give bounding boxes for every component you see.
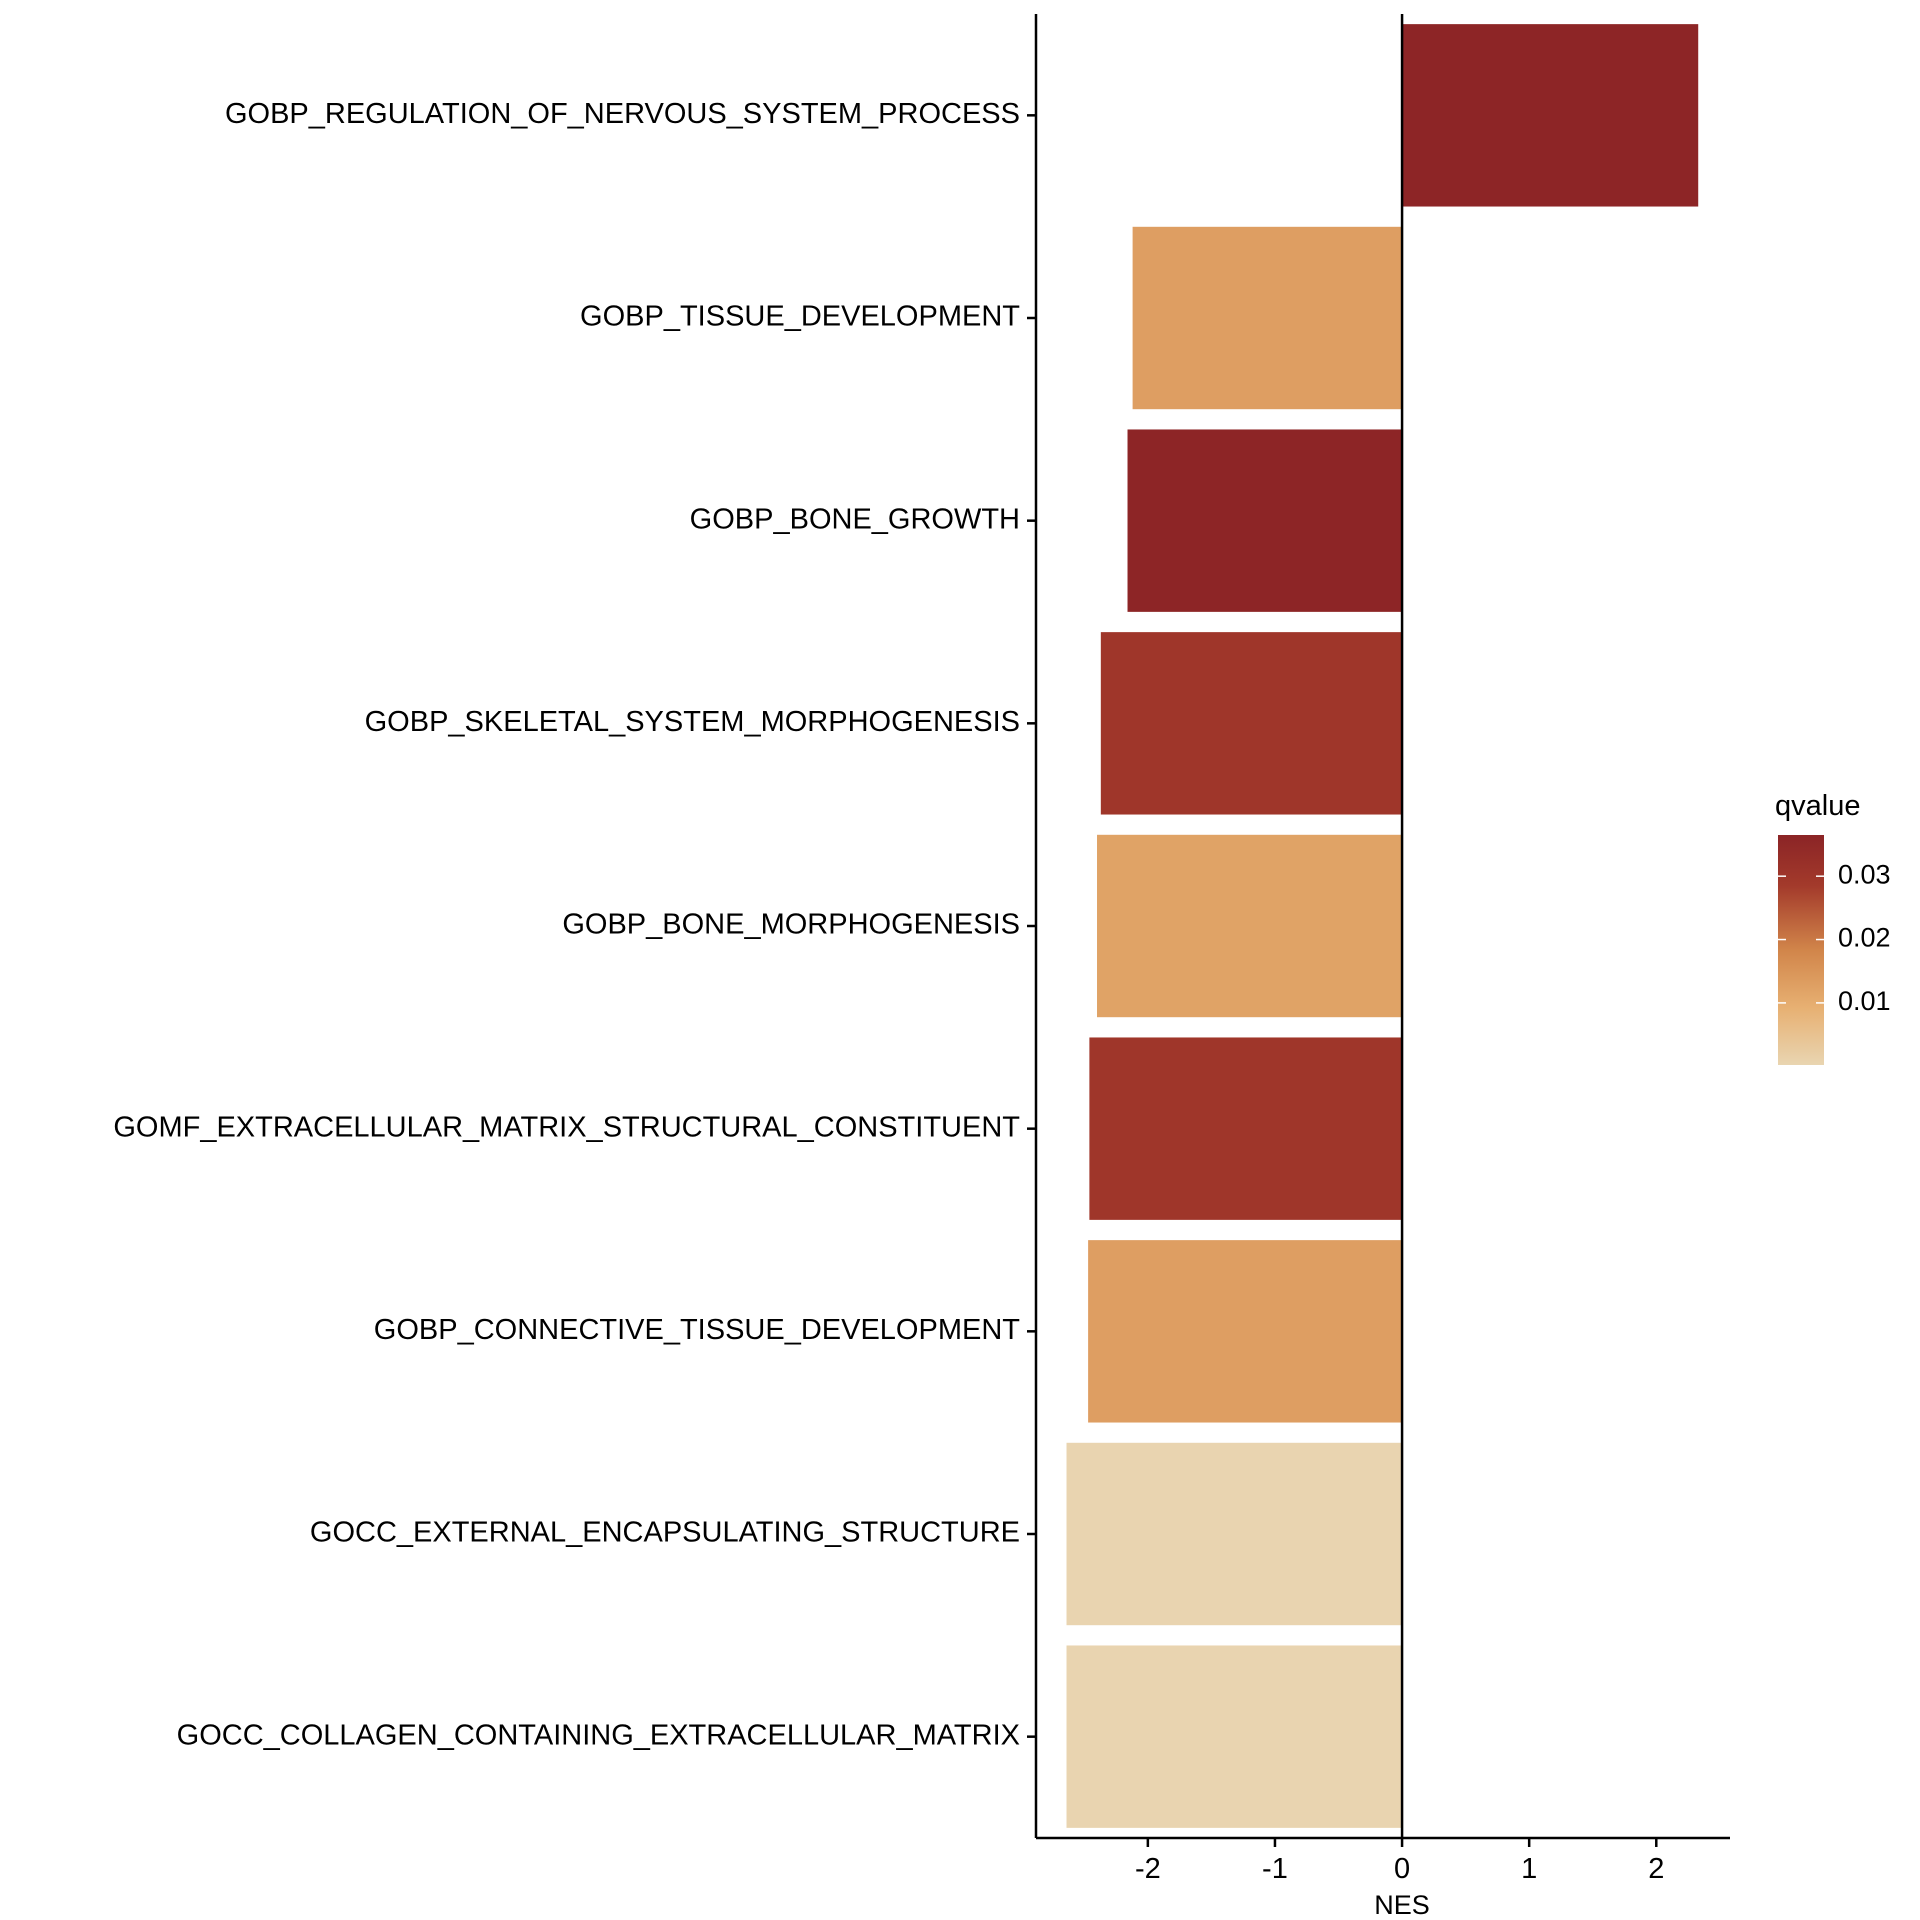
bars-group xyxy=(1066,24,1699,1828)
category-label: GOBP_CONNECTIVE_TISSUE_DEVELOPMENT xyxy=(374,1314,1020,1346)
category-label: GOMF_EXTRACELLULAR_MATRIX_STRUCTURAL_CON… xyxy=(113,1111,1020,1143)
bar-gobp-regulation-of-nervous-system-process xyxy=(1402,24,1699,207)
category-label: GOBP_TISSUE_DEVELOPMENT xyxy=(580,301,1020,333)
category-label: GOCC_EXTERNAL_ENCAPSULATING_STRUCTURE xyxy=(310,1517,1020,1549)
legend-tick-label: 0.03 xyxy=(1838,859,1891,889)
legend-tick-label: 0.02 xyxy=(1838,923,1891,953)
x-tick-label: 1 xyxy=(1521,1853,1537,1885)
bar-gobp-bone-morphogenesis xyxy=(1097,834,1403,1018)
x-tick-label: 0 xyxy=(1394,1853,1410,1885)
category-label: GOBP_REGULATION_OF_NERVOUS_SYSTEM_PROCES… xyxy=(225,98,1020,130)
category-label: GOBP_BONE_MORPHOGENESIS xyxy=(562,909,1020,941)
x-tick-label: -1 xyxy=(1262,1853,1288,1885)
y-axis-ticks xyxy=(1027,114,1036,1738)
bar-gomf-extracellular-matrix-structural-constituent xyxy=(1089,1037,1403,1220)
qvalue-legend: qvalue 0.01 0.02 0.03 xyxy=(1775,790,1891,1065)
legend-title: qvalue xyxy=(1775,790,1860,822)
legend-ticks: 0.01 0.02 0.03 xyxy=(1778,859,1891,1016)
bar-gocc-external-encapsulating-structure xyxy=(1066,1442,1403,1626)
legend-color-bar xyxy=(1778,835,1824,1065)
legend-tick-label: 0.01 xyxy=(1838,986,1891,1016)
category-label: GOBP_BONE_GROWTH xyxy=(690,503,1020,535)
bar-gobp-tissue-development xyxy=(1132,226,1403,410)
bar-gocc-collagen-containing-extracellular-matrix xyxy=(1066,1645,1403,1828)
bar-gobp-bone-growth xyxy=(1127,429,1403,612)
bar-gobp-skeletal-system-morphogenesis xyxy=(1100,632,1403,815)
x-axis-title: NES xyxy=(1374,1890,1430,1920)
x-axis-ticks: -2 -1 0 1 2 xyxy=(1135,1838,1664,1885)
x-tick-label: 2 xyxy=(1648,1853,1664,1885)
bar-gobp-connective-tissue-development xyxy=(1088,1240,1403,1423)
x-tick-label: -2 xyxy=(1135,1853,1161,1885)
category-labels: GOBP_REGULATION_OF_NERVOUS_SYSTEM_PROCES… xyxy=(113,98,1020,1751)
category-label: GOBP_SKELETAL_SYSTEM_MORPHOGENESIS xyxy=(365,706,1020,738)
category-label: GOCC_COLLAGEN_CONTAINING_EXTRACELLULAR_M… xyxy=(177,1719,1020,1751)
